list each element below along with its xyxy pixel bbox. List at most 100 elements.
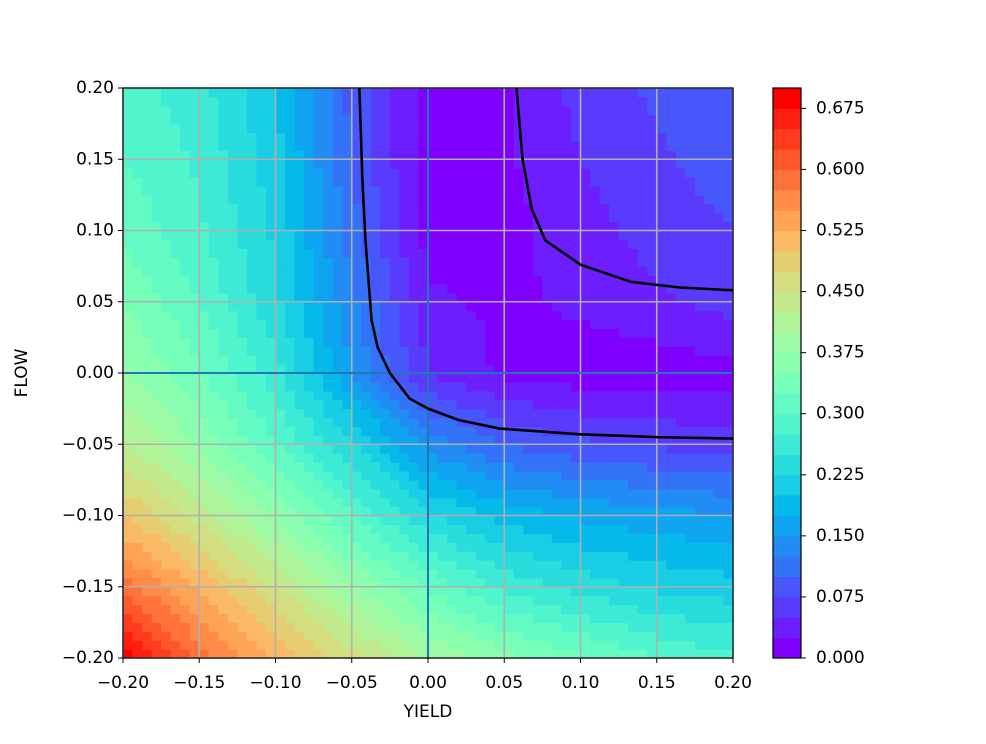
contour-cell [580,328,591,338]
contour-cell [199,150,210,160]
contour-cell [132,319,143,330]
contour-cell [723,506,734,517]
contour-cell [342,141,353,151]
contour-cell [428,408,439,419]
contour-cell [523,301,534,312]
contour-cell [656,560,667,570]
contour-cell [618,390,629,401]
contour-cell [170,159,181,169]
contour-cell [161,613,172,623]
contour-cell [551,114,563,125]
contour-cell [466,373,477,383]
contour-cell [123,417,134,428]
contour-cell [361,364,372,374]
contour-cell [170,417,181,428]
contour-cell [151,568,162,579]
contour-cell [456,453,467,463]
contour-cell [132,114,143,125]
contour-cell [513,301,524,312]
contour-cell [704,266,715,276]
contour-cell [389,132,401,143]
contour-cell [561,462,572,472]
contour-cell [170,257,181,267]
contour-cell [246,613,258,623]
contour-cell [199,123,210,134]
contour-cell [656,96,667,107]
contour-cell [170,141,181,151]
contour-cell [675,399,686,410]
contour-cell [704,381,715,392]
contour-cell [494,275,505,285]
contour-cell [151,123,162,134]
contour-cell [428,577,439,588]
contour-cell [637,506,648,517]
contour-cell [342,96,353,107]
contour-cell [323,123,334,134]
contour-cell [723,586,734,597]
contour-cell [418,640,429,650]
contour-cell [428,283,439,294]
contour-cell [551,622,563,632]
contour-cell [561,381,572,392]
contour-cell [580,239,591,249]
contour-cell [361,283,372,294]
contour-cell [342,283,353,294]
contour-cell [218,230,229,241]
contour-cell [551,292,563,303]
contour-cell [456,613,467,623]
contour-cell [437,266,448,276]
contour-cell [685,515,696,526]
contour-cell [580,275,591,285]
contour-cell [628,426,639,436]
contour-cell [237,426,248,436]
contour-cell [151,373,162,383]
contour-cell [513,185,524,196]
contour-cell [256,310,267,321]
contour-cell [447,239,458,249]
contour-cell [123,301,134,312]
contour-cell [285,586,296,597]
contour-cell [675,257,686,267]
contour-cell [351,105,362,116]
contour-cell [361,551,372,561]
contour-cell [637,105,648,116]
contour-cell [532,453,543,463]
contour-cell [628,613,639,623]
contour-cell [647,453,658,463]
contour-cell [485,283,496,294]
contour-cell [532,114,543,125]
contour-cell [590,613,601,623]
contour-cell [418,497,429,508]
contour-cell [494,381,505,392]
contour-cell [218,435,229,445]
contour-cell [561,506,572,517]
contour-cell [342,203,353,214]
contour-cell [570,595,582,606]
contour-cell [342,586,353,597]
contour-cell [570,568,582,579]
contour-cell [504,319,515,330]
contour-cell [380,292,391,303]
contour-cell [466,141,477,151]
contour-cell [551,239,563,249]
contour-cell [227,595,238,606]
contour-cell [285,355,296,365]
contour-cell [408,159,420,169]
contour-cell [361,373,372,383]
contour-cell [123,577,134,588]
contour-cell [161,373,172,383]
contour-cell [532,399,543,410]
contour-cell [570,364,582,374]
contour-cell [485,444,496,454]
contour-cell [428,435,439,445]
contour-cell [513,533,524,543]
contour-cell [389,577,401,588]
contour-cell [609,283,620,294]
contour-cell [713,613,725,623]
contour-cell [561,123,572,134]
contour-cell [399,649,410,659]
contour-cell [199,177,210,187]
contour-cell [694,551,706,561]
contour-cell [189,381,200,392]
contour-cell [380,613,391,623]
